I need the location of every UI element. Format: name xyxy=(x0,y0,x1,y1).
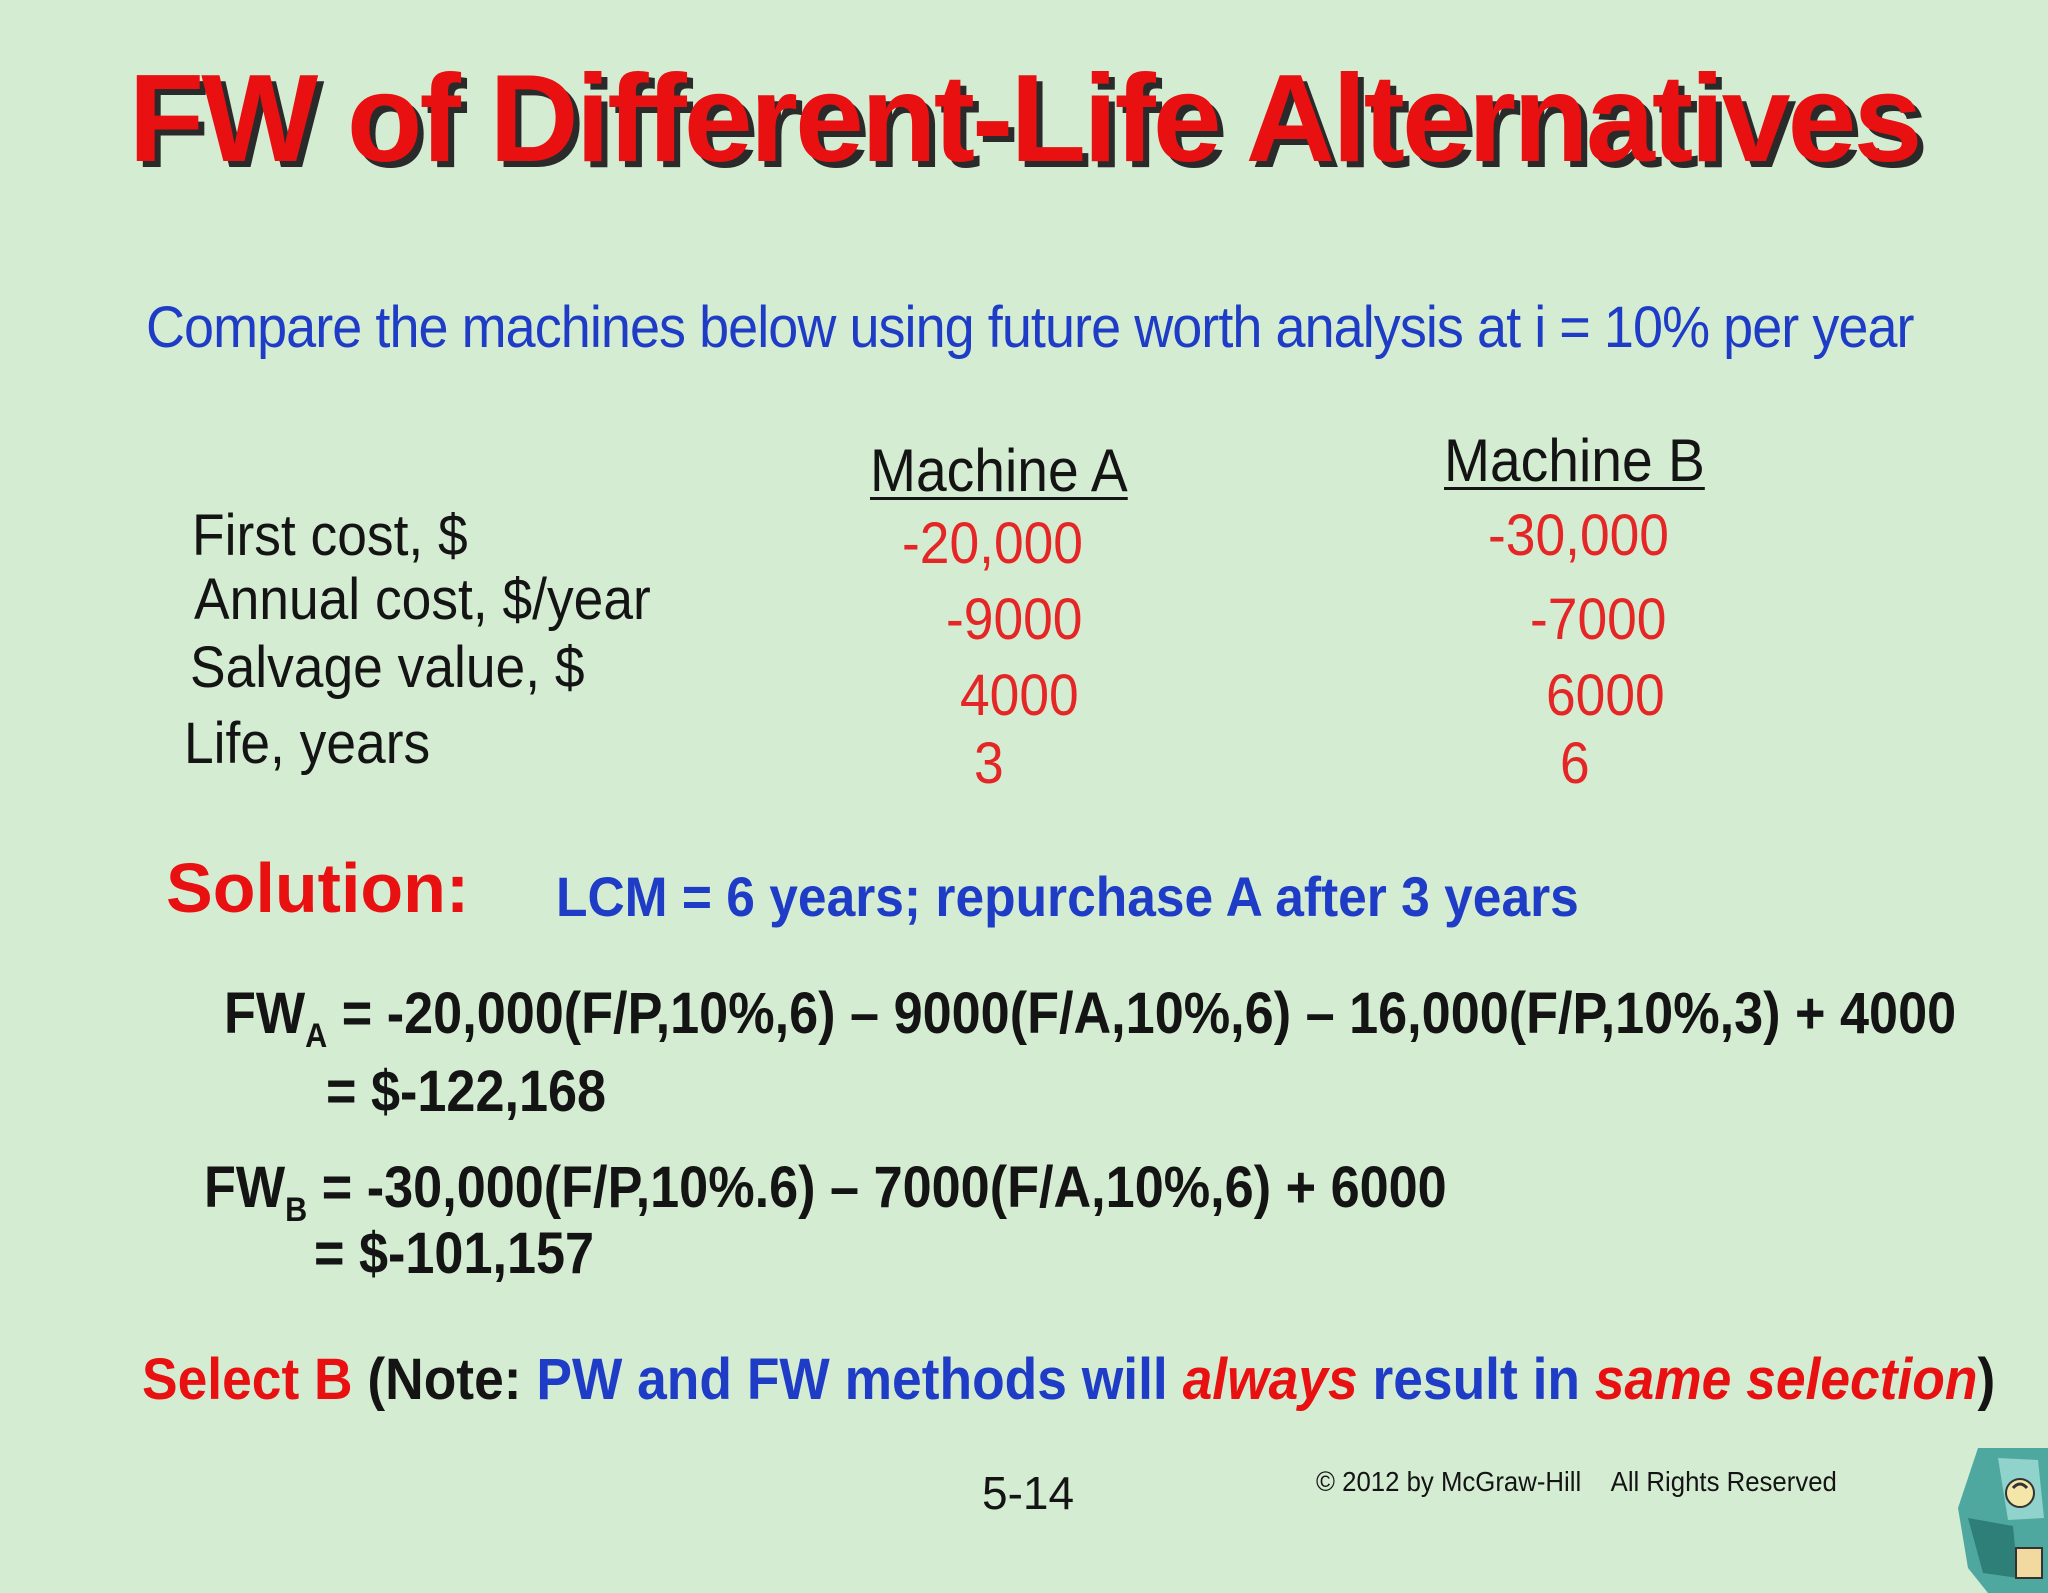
equation-fw-b: FWB = -30,000(F/P,10%.6) – 7000(F/A,10%,… xyxy=(204,1154,1447,1230)
machine-a-annual-cost: -9000 xyxy=(946,587,1083,652)
equation-fw-a-subscript: A xyxy=(305,1017,328,1055)
conclusion-select: Select B xyxy=(142,1347,353,1412)
machine-b-life: 6 xyxy=(1560,731,1590,796)
problem-statement: Compare the machines below using future … xyxy=(146,295,1915,360)
column-header-machine-b: Machine B xyxy=(1444,427,1705,494)
corner-decoration-icon xyxy=(1958,1448,2048,1593)
slide-title: FW of Different-Life Alternatives xyxy=(128,50,1923,188)
equation-fw-a: FWA = -20,000(F/P,10%,6) – 9000(F/A,10%,… xyxy=(224,980,1956,1056)
equation-fw-b-result: = $-101,157 xyxy=(314,1221,595,1286)
machine-a-salvage-value: 4000 xyxy=(960,663,1079,728)
column-header-machine-a: Machine A xyxy=(870,437,1128,504)
row-label-salvage-value: Salvage value, $ xyxy=(190,635,585,700)
equation-fw-b-base: FW xyxy=(204,1155,286,1220)
solution-text: LCM = 6 years; repurchase A after 3 year… xyxy=(556,865,1579,928)
rights-text: All Rights Reserved xyxy=(1610,1466,1837,1497)
conclusion-emphasis-always: always xyxy=(1182,1347,1358,1412)
equation-fw-a-expression: = -20,000(F/P,10%,6) – 9000(F/A,10%,6) –… xyxy=(327,981,1957,1046)
page-number: 5-14 xyxy=(982,1467,1075,1519)
solution-label: Solution: xyxy=(166,849,470,927)
machine-b-first-cost: -30,000 xyxy=(1488,503,1669,568)
machine-b-annual-cost: -7000 xyxy=(1530,587,1667,652)
machine-a-first-cost: -20,000 xyxy=(902,511,1083,576)
equation-fw-b-expression: = -30,000(F/P,10%.6) – 7000(F/A,10%,6) +… xyxy=(307,1155,1447,1220)
conclusion-part-3: result in xyxy=(1357,1347,1595,1412)
row-label-life: Life, years xyxy=(184,711,431,776)
conclusion-note-close: ) xyxy=(1977,1347,1996,1412)
copyright-notice: © 2012 by McGraw-Hill All Rights Reserved xyxy=(1316,1466,1837,1498)
copyright-text: © 2012 by McGraw-Hill xyxy=(1316,1466,1582,1497)
row-label-first-cost: First cost, $ xyxy=(192,503,468,568)
equation-fw-a-base: FW xyxy=(224,981,306,1046)
conclusion-note-open: (Note: xyxy=(352,1347,537,1412)
machine-a-life: 3 xyxy=(974,731,1004,796)
equation-fw-a-result: = $-122,168 xyxy=(326,1059,607,1124)
equation-fw-b-subscript: B xyxy=(285,1191,308,1229)
conclusion-part-1: PW and FW methods will xyxy=(536,1347,1183,1412)
conclusion: Select B (Note: PW and FW methods will a… xyxy=(142,1346,1995,1413)
row-label-annual-cost: Annual cost, $/year xyxy=(194,567,651,632)
conclusion-emphasis-same-selection: same selection xyxy=(1594,1347,1978,1412)
machine-b-salvage-value: 6000 xyxy=(1546,663,1665,728)
